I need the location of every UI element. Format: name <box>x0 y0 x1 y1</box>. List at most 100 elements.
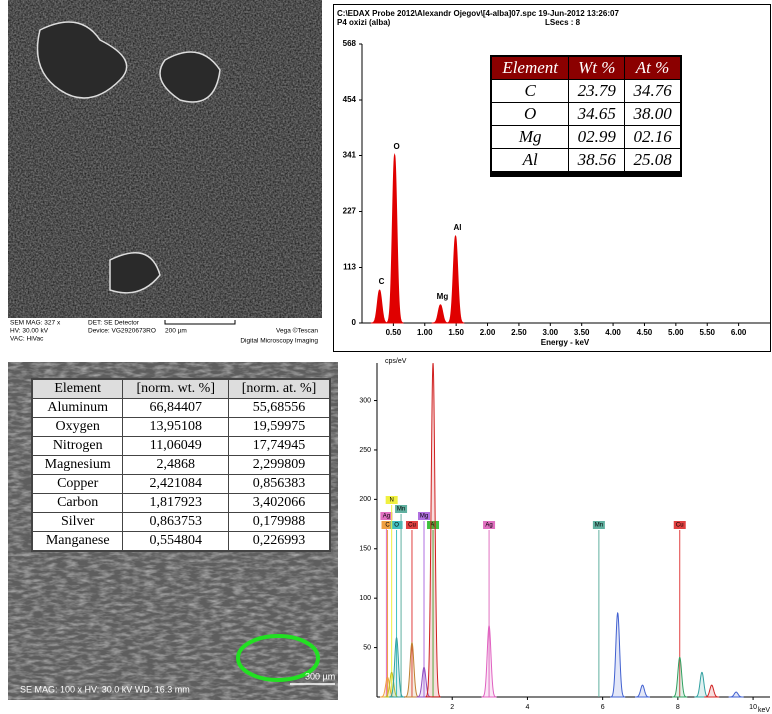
x-tick-label: 5.00 <box>668 328 684 337</box>
sem-scale: 300 µm <box>305 671 335 681</box>
peak <box>404 643 419 697</box>
table-cell: 0,179988 <box>229 513 330 532</box>
table-cell: C <box>491 80 569 103</box>
table-cell: O <box>491 103 569 126</box>
x-tick-label: 5.50 <box>699 328 715 337</box>
x-axis-label: Energy - keV <box>541 338 590 347</box>
table-cell: Manganese <box>32 532 123 552</box>
element-marker-label: Ag <box>485 523 492 529</box>
table-cell: 02.99 <box>569 126 625 149</box>
table-row: Silver0,8637530,179988 <box>32 513 330 532</box>
peak <box>482 626 497 697</box>
peak <box>729 692 744 697</box>
y-tick-label: 200 <box>359 496 371 503</box>
table-cell: 23.79 <box>569 80 625 103</box>
table-cell: Carbon <box>32 494 123 513</box>
x-tick-label: 3.50 <box>574 328 590 337</box>
element-marker-label: Mn <box>595 523 603 529</box>
element-marker-label: Cu <box>676 523 684 529</box>
x-tick-label: 1.00 <box>417 328 433 337</box>
table-cell: 02.16 <box>625 126 681 149</box>
table-cell: 0,863753 <box>123 513 229 532</box>
table-row: Carbon1,8179233,402066 <box>32 494 330 513</box>
table-header-row: Element[norm. wt. %][norm. at. %] <box>32 379 330 399</box>
table-cell: Mg <box>491 126 569 149</box>
sem-text: Digital Microscopy Imaging <box>240 338 318 345</box>
spectrum-sample: P4 oxizi (alba) <box>337 18 391 27</box>
x-tick-label: 10 <box>749 704 757 711</box>
sem-text: HV: 30.00 kV <box>10 328 49 335</box>
table-cell: 2,4868 <box>123 456 229 475</box>
x-tick-label: 4.50 <box>637 328 653 337</box>
peak-label: Al <box>454 223 462 232</box>
table-row: Copper2,4210840,856383 <box>32 475 330 494</box>
table-header: [norm. wt. %] <box>123 379 229 399</box>
x-tick-label: 4 <box>525 704 529 711</box>
table-cell: 0,856383 <box>229 475 330 494</box>
table-cell: Aluminum <box>32 399 123 418</box>
peak-label: C <box>379 277 385 286</box>
peak <box>426 363 441 697</box>
table-cell: Magnesium <box>32 456 123 475</box>
table-cell: 2,421084 <box>123 475 229 494</box>
table-header: Element <box>32 379 123 399</box>
table-row: O34.6538.00 <box>491 103 681 126</box>
sem-text: SEM MAG: 327 x <box>10 320 61 327</box>
y-tick-label: 227 <box>343 207 357 216</box>
y-tick-label: 50 <box>363 644 371 651</box>
table-cell: Copper <box>32 475 123 494</box>
composition-table: ElementWt %At %C23.7934.76O34.6538.00Mg0… <box>490 55 682 177</box>
sem-caption: SE MAG: 100 x HV: 30.0 kV WD: 16.3 mm <box>20 684 190 694</box>
peak <box>694 672 709 697</box>
table-cell: Al <box>491 149 569 175</box>
y-tick-label: 0 <box>352 318 357 327</box>
x-tick-label: 6.00 <box>731 328 747 337</box>
table-cell: 2,299809 <box>229 456 330 475</box>
y-tick-label: 454 <box>343 95 357 104</box>
sem-text: DET: SE Detector <box>88 320 140 327</box>
spectrum-lsecs: LSecs : 8 <box>545 18 581 27</box>
table-cell: 55,68556 <box>229 399 330 418</box>
x-tick-label: 6 <box>601 704 605 711</box>
sem-text: Vega ©Tescan <box>276 327 318 335</box>
table-cell: 19,59975 <box>229 418 330 437</box>
sem-text: 200 µm <box>165 328 187 335</box>
table-cell: 38.56 <box>569 149 625 175</box>
element-marker-label: C <box>385 523 390 529</box>
table-cell: 34.76 <box>625 80 681 103</box>
element-marker-label: Cu <box>408 523 416 529</box>
element-marker-label: Mg <box>420 514 428 520</box>
y-tick-label: 150 <box>359 546 371 553</box>
peak <box>610 613 625 697</box>
x-tick-label: 2.50 <box>511 328 527 337</box>
sem-text: Device: VG2920673RO <box>88 328 156 335</box>
x-axis-label: keV <box>758 707 770 714</box>
table-cell: 34.65 <box>569 103 625 126</box>
y-axis-label: cps/eV <box>385 358 407 365</box>
x-tick-label: 4.00 <box>605 328 621 337</box>
x-tick-label: 0.50 <box>386 328 402 337</box>
peak-label: O <box>394 142 400 151</box>
spectrum-header: C:\EDAX Probe 2012\Alexandr Ojegov\[4-al… <box>337 9 619 18</box>
peak <box>672 657 687 697</box>
table-cell: 38.00 <box>625 103 681 126</box>
table-header: Wt % <box>569 56 625 80</box>
table-cell: Oxygen <box>32 418 123 437</box>
y-tick-label: 300 <box>359 397 371 404</box>
table-cell: Silver <box>32 513 123 532</box>
table-cell: 1,817923 <box>123 494 229 513</box>
y-tick-label: 568 <box>343 39 357 48</box>
y-tick-label: 250 <box>359 447 371 454</box>
element-marker-label: Mn <box>397 507 405 513</box>
table-header: [norm. at. %] <box>229 379 330 399</box>
table-cell: 66,84407 <box>123 399 229 418</box>
